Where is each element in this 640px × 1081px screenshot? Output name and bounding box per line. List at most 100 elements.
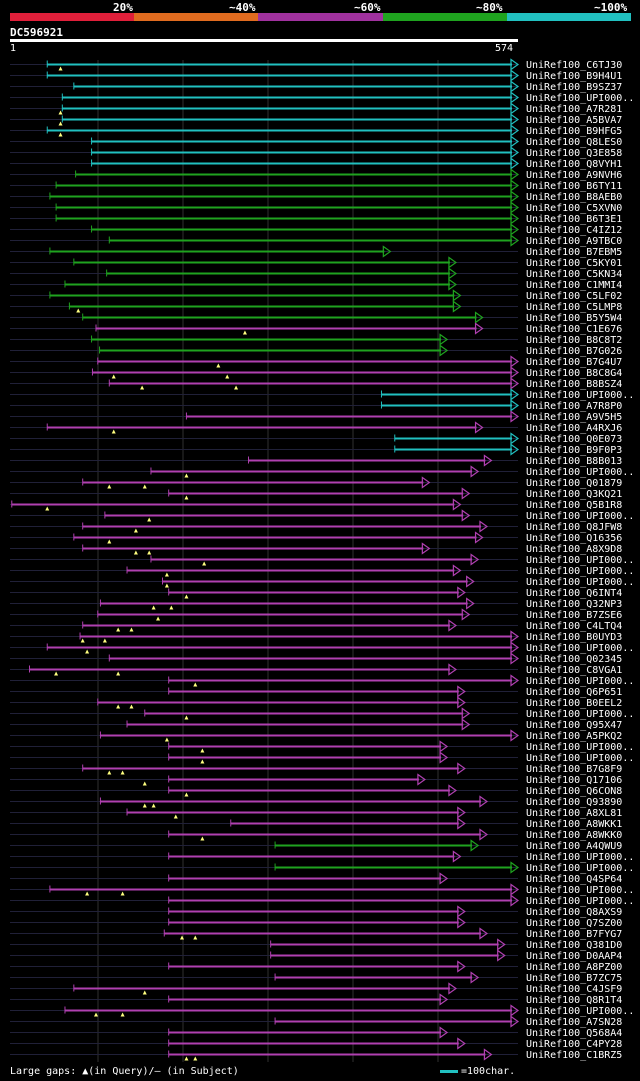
query-gap-marker — [216, 363, 221, 368]
hit-arrow — [457, 960, 466, 973]
hit-arrow — [510, 388, 520, 401]
hit-arrow — [510, 80, 520, 93]
hit-arrow — [466, 575, 475, 588]
hit-label: UniRef100_UPI000.. — [526, 885, 634, 896]
hit-arrow — [510, 1004, 520, 1017]
hit-label: UniRef100_B8C8T2 — [526, 335, 622, 346]
hit-label: UniRef100_A5BVA7 — [526, 115, 622, 126]
hit-arrow — [483, 454, 493, 467]
hit-label: UniRef100_C5LMP8 — [526, 302, 622, 313]
hit-arrow — [510, 410, 520, 423]
hit-row: UniRef100_Q0E073 — [10, 432, 622, 445]
query-gap-marker — [200, 759, 205, 764]
hit-row: UniRef100_C8VGA1 — [10, 663, 622, 676]
hit-row: UniRef100_Q3E858 — [10, 146, 622, 159]
hit-label: UniRef100_B9SZ37 — [526, 82, 622, 93]
hit-label: UniRef100_B7ZSE6 — [526, 610, 622, 621]
hit-row: UniRef100_Q32NP3 — [10, 597, 622, 610]
hit-row: UniRef100_Q8JFW8 — [10, 520, 622, 533]
hit-arrow — [510, 234, 520, 247]
hit-arrow — [510, 157, 520, 170]
hit-arrow — [510, 652, 520, 665]
hit-row: UniRef100_C5LF02 — [10, 289, 622, 302]
hit-label: UniRef100_D0AAP4 — [526, 951, 622, 962]
hit-arrow — [510, 190, 520, 203]
hit-arrow — [479, 520, 489, 533]
hit-label: UniRef100_Q6P651 — [526, 687, 622, 698]
hit-arrow — [510, 168, 520, 181]
hit-row: UniRef100_Q16356 — [10, 531, 622, 544]
legend-label-40: ~40% — [229, 1, 256, 14]
hit-label: UniRef100_UPI000.. — [526, 643, 634, 654]
hit-arrow — [457, 586, 466, 599]
hit-row: UniRef100_C1E676 — [10, 322, 622, 335]
hit-row: UniRef100_C5KY01 — [10, 256, 622, 269]
hit-row: UniRef100_B8B013 — [10, 454, 622, 467]
hit-arrow — [439, 740, 449, 753]
hit-arrow — [457, 817, 466, 830]
hit-label: UniRef100_C6TJ30 — [526, 60, 622, 71]
query-end: 574 — [495, 43, 514, 54]
hit-label: UniRef100_C5LF02 — [526, 291, 622, 302]
query-gap-marker — [142, 990, 147, 995]
hit-arrow — [470, 553, 480, 566]
hit-label: UniRef100_C4LTQ4 — [526, 621, 622, 632]
hit-row: UniRef100_B9SZ37 — [10, 80, 622, 93]
hit-row: UniRef100_B9HFG5 — [10, 124, 622, 137]
hit-arrow — [448, 784, 457, 797]
hit-row: UniRef100_UPI000.. — [10, 850, 634, 863]
hit-label: UniRef100_C1MMI4 — [526, 280, 622, 291]
hit-label: UniRef100_B7FYG7 — [526, 929, 622, 940]
hit-arrow — [510, 894, 520, 907]
hit-arrow — [497, 949, 506, 962]
hit-label: UniRef100_Q8R1T4 — [526, 995, 622, 1006]
hit-label: UniRef100_B8AEB0 — [526, 192, 622, 203]
hit-arrow — [461, 487, 471, 500]
query-gap-marker — [120, 891, 125, 896]
hit-arrow — [448, 267, 457, 280]
hit-row: UniRef100_Q3KQ21 — [10, 487, 622, 500]
query-start: 1 — [10, 43, 17, 54]
hit-row: UniRef100_UPI000.. — [10, 883, 634, 896]
hit-arrow — [510, 729, 520, 742]
query-gap-marker — [129, 627, 134, 632]
hit-arrow — [448, 619, 457, 632]
hit-row: UniRef100_B6T3E1 — [10, 212, 622, 225]
hit-arrow — [510, 883, 520, 896]
hit-label: UniRef100_B7ZC75 — [526, 973, 622, 984]
hit-label: UniRef100_UPI000.. — [526, 390, 634, 401]
hit-arrow — [448, 256, 457, 269]
hit-label: UniRef100_C4PY28 — [526, 1039, 622, 1050]
hit-label: UniRef100_C1BRZ5 — [526, 1050, 622, 1061]
hit-label: UniRef100_B0UYD3 — [526, 632, 622, 643]
hit-label: UniRef100_B7G8F9 — [526, 764, 622, 775]
query-gap-marker — [129, 704, 134, 709]
hit-row: UniRef100_UPI000.. — [10, 861, 634, 874]
query-gap-marker — [85, 649, 90, 654]
query-gap-marker — [76, 308, 81, 313]
query-gap-marker — [184, 594, 189, 599]
hit-row: UniRef100_Q8LES0 — [10, 135, 622, 148]
hit-row: UniRef100_B8AEB0 — [10, 190, 622, 203]
query-gap-marker — [147, 517, 152, 522]
hit-row: UniRef100_Q8R1T4 — [10, 993, 622, 1006]
hit-arrow — [510, 179, 520, 192]
hit-row: UniRef100_B8C8G4 — [10, 366, 622, 379]
hit-arrow — [510, 223, 520, 236]
query-gap-marker — [107, 770, 112, 775]
hit-arrow — [439, 344, 449, 357]
query-gap-marker — [156, 616, 161, 621]
query-gap-marker — [169, 605, 174, 610]
hit-label: UniRef100_Q32NP3 — [526, 599, 622, 610]
query-gap-marker — [147, 550, 152, 555]
hit-arrow — [461, 608, 471, 621]
hit-label: UniRef100_Q4SP64 — [526, 874, 622, 885]
hit-label: UniRef100_B8BSZ4 — [526, 379, 622, 390]
hit-arrow — [457, 916, 466, 929]
hit-arrow — [470, 971, 480, 984]
hit-row: UniRef100_C4LTQ4 — [10, 619, 622, 632]
hit-label: UniRef100_Q01879 — [526, 478, 622, 489]
hit-row: UniRef100_Q4SP64 — [10, 872, 622, 885]
query-gap-marker — [116, 704, 121, 709]
query-gap-marker — [151, 605, 156, 610]
